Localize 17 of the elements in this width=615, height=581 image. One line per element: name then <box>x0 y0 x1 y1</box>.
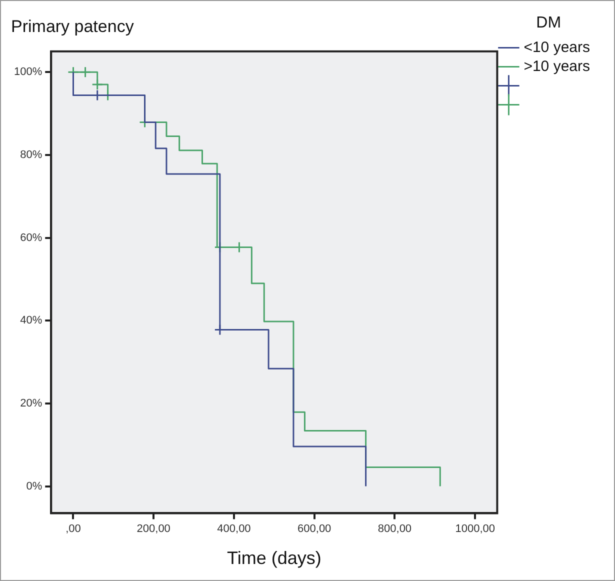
y-tick-label: 60% <box>20 232 42 244</box>
y-tick-label: 80% <box>20 148 42 161</box>
x-tick-label: 400,00 <box>217 522 251 535</box>
x-axis-title: Time (days) <box>227 548 322 568</box>
chart-title: Primary patency <box>11 16 134 36</box>
x-tick-label: 200,00 <box>136 522 170 535</box>
y-tick-label: 40% <box>20 314 42 327</box>
legend-title: DM <box>536 14 562 32</box>
legend-label: <10 years <box>524 38 590 56</box>
x-tick-label: 600,00 <box>298 522 332 535</box>
x-tick-label: 800,00 <box>378 522 412 535</box>
legend-label: >10 years <box>524 58 590 75</box>
x-tick-label: 1000,00 <box>455 522 495 535</box>
x-tick-label: ,00 <box>66 522 81 535</box>
y-tick-label: 0% <box>26 480 42 492</box>
y-tick-label: 20% <box>20 397 42 410</box>
y-tick-label: 100% <box>14 66 42 78</box>
